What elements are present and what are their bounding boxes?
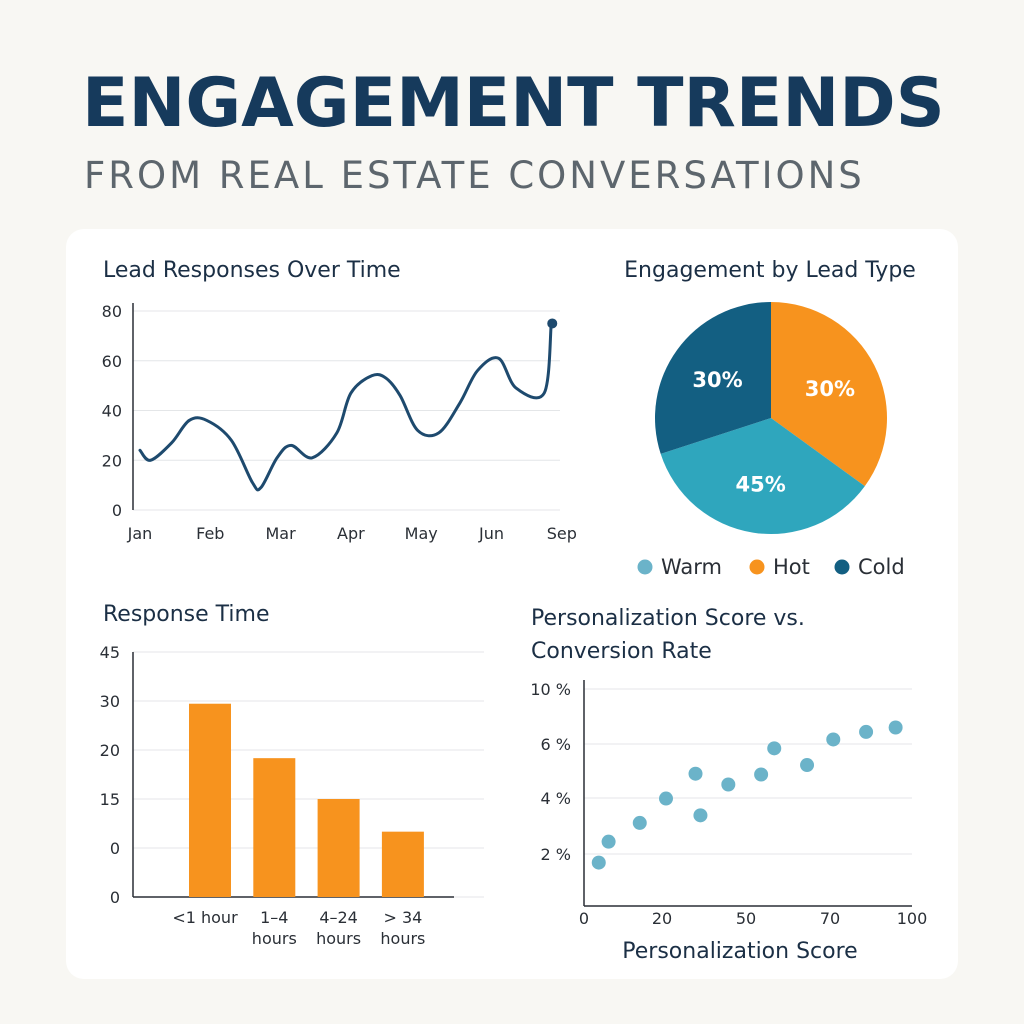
bar-chart-bars: [189, 703, 424, 897]
pie-slices: [655, 302, 887, 534]
scatter-point: [688, 766, 703, 781]
scatter-x-ticks: 0 20 50 70 100: [579, 909, 927, 928]
pie-slice-warm: [660, 418, 865, 534]
scatter-point: [721, 777, 736, 792]
line-x-tick: Jan: [127, 524, 153, 543]
legend-label-cold: Cold: [858, 555, 905, 579]
bar-x-tick: hours: [252, 929, 297, 948]
scatter-x-tick: 100: [897, 909, 928, 928]
line-chart-title: Lead Responses Over Time: [103, 258, 401, 283]
pie-label-hot: 30%: [805, 377, 855, 401]
bar-2: [317, 799, 360, 897]
bar-y-tick: 45: [100, 643, 120, 662]
bar-x-tick: > 34: [383, 908, 422, 927]
line-end-marker: [547, 318, 558, 329]
scatter-y-ticks: 2 % 4 % 6 % 10 %: [530, 680, 571, 864]
line-y-tick: 20: [102, 451, 122, 470]
scatter-point: [859, 724, 874, 739]
legend-swatch-cold: [834, 559, 850, 575]
scatter-y-tick: 4 %: [541, 789, 571, 808]
scatter-x-tick: 0: [579, 909, 589, 928]
line-y-tick: 40: [102, 402, 122, 421]
bar-chart: Response Time 0 0 15 20 30 45 <1 hour 1–4 hours…: [100, 602, 484, 948]
bar-y-tick: 0: [110, 888, 120, 907]
pie-slice-hot: [771, 302, 887, 487]
bar-y-tick: 15: [100, 790, 120, 809]
legend-label-warm: Warm: [661, 555, 722, 579]
scatter-point: [888, 720, 903, 735]
line-chart-x-ticks: Jan Feb Mar Apr May Jun Sep: [127, 524, 577, 543]
legend-label-hot: Hot: [773, 555, 810, 579]
line-x-tick: Jun: [478, 524, 504, 543]
line-series: [138, 321, 553, 492]
bar-chart-x-ticks: <1 hour 1–4 hours 4–24 hours > 34 hours: [172, 908, 425, 948]
scatter-x-tick: 20: [652, 909, 672, 928]
line-y-tick: 80: [102, 302, 122, 321]
scatter-y-tick: 10 %: [530, 680, 571, 699]
line-chart: Lead Responses Over Time 0 20 40 60 80 Jan Fe…: [102, 258, 577, 543]
scatter-x-label: Personalization Score: [622, 939, 857, 964]
line-x-tick: Sep: [547, 524, 577, 543]
line-y-tick: 60: [102, 352, 122, 371]
pie-label-cold: 30%: [692, 368, 742, 392]
line-chart-y-ticks: 0 20 40 60 80: [102, 302, 122, 520]
line-x-tick: Mar: [266, 524, 297, 543]
pie-labels: 30% 45% 30%: [692, 368, 855, 496]
line-x-tick: Apr: [337, 524, 365, 543]
line-y-tick: 0: [112, 501, 122, 520]
page-title: ENGAGEMENT TRENDS: [82, 64, 945, 143]
scatter-point: [601, 834, 616, 849]
bar-x-tick: <1 hour: [172, 908, 238, 927]
scatter-point: [767, 741, 782, 756]
scatter-x-tick: 50: [736, 909, 756, 928]
bar-y-tick: 0: [110, 839, 120, 858]
pie-chart: Engagement by Lead Type 30% 45% 30% Warm Ho…: [624, 258, 916, 579]
scatter-x-tick: 70: [820, 909, 840, 928]
scatter-title-line-2: Conversion Rate: [531, 639, 712, 664]
bar-chart-y-ticks: 0 0 15 20 30 45: [100, 643, 120, 907]
scatter-grid: [583, 680, 912, 907]
scatter-point: [591, 855, 606, 870]
scatter-point: [826, 732, 841, 747]
bar-chart-title: Response Time: [103, 602, 270, 627]
bar-x-tick: hours: [380, 929, 425, 948]
pie-label-warm: 45%: [736, 472, 786, 496]
page-subtitle: FROM REAL ESTATE CONVERSATIONS: [84, 154, 865, 197]
bar-1: [253, 758, 296, 897]
legend-swatch-warm: [637, 559, 653, 575]
bar-x-tick: 1–4: [260, 908, 288, 927]
bar-0: [189, 703, 231, 897]
scatter-point: [800, 758, 815, 773]
bar-chart-grid: [132, 651, 484, 898]
scatter-y-tick: 2 %: [541, 845, 571, 864]
bar-x-tick: 4–24: [319, 908, 358, 927]
scatter-point: [693, 808, 708, 823]
scatter-y-tick: 6 %: [541, 735, 571, 754]
legend-swatch-hot: [749, 559, 765, 575]
bar-y-tick: 20: [100, 741, 120, 760]
scatter-title-line-1: Personalization Score vs.: [531, 606, 805, 631]
scatter-point: [659, 791, 673, 806]
pie-legend: Warm Hot Cold: [637, 555, 905, 579]
line-x-tick: May: [405, 524, 438, 543]
bar-y-tick: 30: [100, 692, 120, 711]
scatter-points: [591, 720, 903, 870]
bar-x-tick: hours: [316, 929, 361, 948]
pie-chart-title: Engagement by Lead Type: [624, 258, 916, 283]
line-x-tick: Feb: [196, 524, 224, 543]
scatter-point: [632, 815, 647, 830]
pie-slice-cold: [655, 302, 771, 454]
scatter-point: [754, 767, 769, 782]
bar-3: [381, 831, 424, 897]
scatter-chart: Personalization Score vs. Conversion Rat…: [530, 606, 927, 964]
